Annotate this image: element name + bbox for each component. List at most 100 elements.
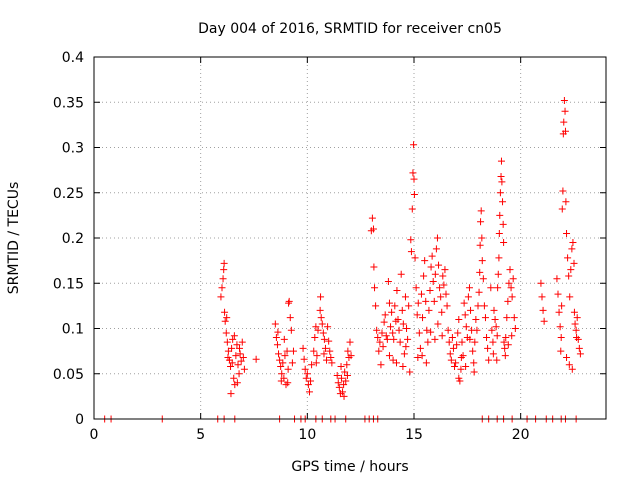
data-point	[341, 368, 349, 376]
data-point	[455, 374, 463, 382]
data-point	[337, 374, 345, 382]
axis-ticks: 0 5 10 15 20 0 0.05 0.1 0.15 0.2 0.25 0.3 0.35 0.4	[53, 50, 606, 443]
data-point	[409, 169, 417, 177]
data-point	[453, 341, 461, 349]
x-tick-label: 0	[90, 427, 99, 443]
data-point	[234, 361, 242, 369]
data-point	[340, 392, 348, 400]
data-point	[410, 191, 418, 199]
data-point	[466, 335, 474, 343]
y-tick-label: 0.4	[62, 50, 84, 66]
data-point	[312, 323, 320, 331]
data-point	[457, 353, 465, 361]
data-point	[432, 245, 440, 253]
data-point	[401, 293, 409, 301]
data-point	[326, 347, 334, 355]
data-point	[380, 318, 388, 326]
data-point	[501, 352, 509, 360]
data-point	[277, 363, 285, 371]
data-point	[237, 357, 245, 365]
data-point	[396, 338, 404, 346]
data-point	[448, 334, 456, 342]
data-point	[442, 290, 450, 298]
data-point	[417, 290, 425, 298]
data-point	[431, 335, 439, 343]
data-point	[391, 302, 399, 310]
data-point	[311, 334, 319, 342]
data-point	[565, 272, 573, 280]
data-point	[370, 263, 378, 271]
data-point	[573, 334, 581, 342]
data-point	[233, 341, 241, 349]
data-point	[411, 254, 419, 262]
data-point	[467, 306, 475, 314]
data-point	[430, 297, 438, 305]
data-point	[440, 281, 448, 289]
data-point	[500, 239, 508, 247]
data-point	[559, 187, 567, 195]
data-point	[433, 234, 441, 242]
data-points	[101, 96, 584, 423]
data-point	[565, 361, 573, 369]
data-point	[511, 325, 519, 332]
data-point	[310, 347, 318, 355]
data-point	[299, 344, 307, 352]
data-point	[538, 293, 546, 301]
data-point	[390, 335, 398, 343]
data-point	[222, 329, 230, 337]
data-point	[438, 332, 446, 340]
data-point	[447, 356, 455, 364]
data-point	[470, 359, 478, 367]
data-point	[478, 234, 486, 242]
data-point	[288, 359, 296, 367]
data-point	[328, 359, 336, 367]
data-point	[321, 344, 329, 352]
data-point	[281, 352, 289, 360]
data-point	[502, 334, 510, 342]
data-point	[493, 356, 501, 364]
data-point	[487, 284, 495, 292]
data-point	[377, 361, 385, 369]
data-point	[558, 302, 566, 310]
data-point	[474, 302, 482, 310]
data-point	[566, 293, 574, 301]
data-point	[279, 359, 287, 367]
data-point	[283, 347, 291, 355]
data-point	[316, 306, 324, 314]
data-point	[571, 320, 579, 328]
data-point	[227, 390, 235, 398]
data-point	[224, 353, 232, 361]
data-point	[507, 284, 515, 292]
data-point	[325, 337, 333, 345]
data-point	[561, 107, 569, 115]
data-point	[413, 311, 421, 319]
data-point	[385, 299, 393, 307]
data-point	[422, 359, 430, 367]
data-point	[419, 314, 427, 322]
data-point	[220, 266, 228, 274]
data-point	[301, 365, 309, 373]
data-point	[444, 326, 452, 334]
data-point	[385, 352, 393, 360]
data-point	[218, 284, 226, 292]
data-point	[228, 359, 236, 367]
data-point	[501, 344, 509, 352]
data-point	[449, 344, 457, 352]
y-axis-label: SRMTID / TECUs	[6, 182, 22, 295]
data-point	[402, 343, 410, 351]
data-point	[497, 172, 505, 180]
data-point	[446, 350, 454, 358]
data-point	[333, 372, 341, 380]
data-point	[383, 335, 391, 343]
chart-title: Day 004 of 2016, SRMTID for receiver cn0…	[198, 21, 502, 37]
data-point	[423, 326, 431, 334]
data-point	[576, 350, 584, 358]
plot-frame	[93, 56, 607, 420]
data-point	[398, 306, 406, 314]
x-tick-label: 15	[405, 427, 423, 443]
data-point	[505, 279, 513, 287]
data-point	[274, 328, 282, 336]
data-point	[457, 365, 465, 373]
data-point	[464, 293, 472, 301]
data-point	[381, 311, 389, 319]
